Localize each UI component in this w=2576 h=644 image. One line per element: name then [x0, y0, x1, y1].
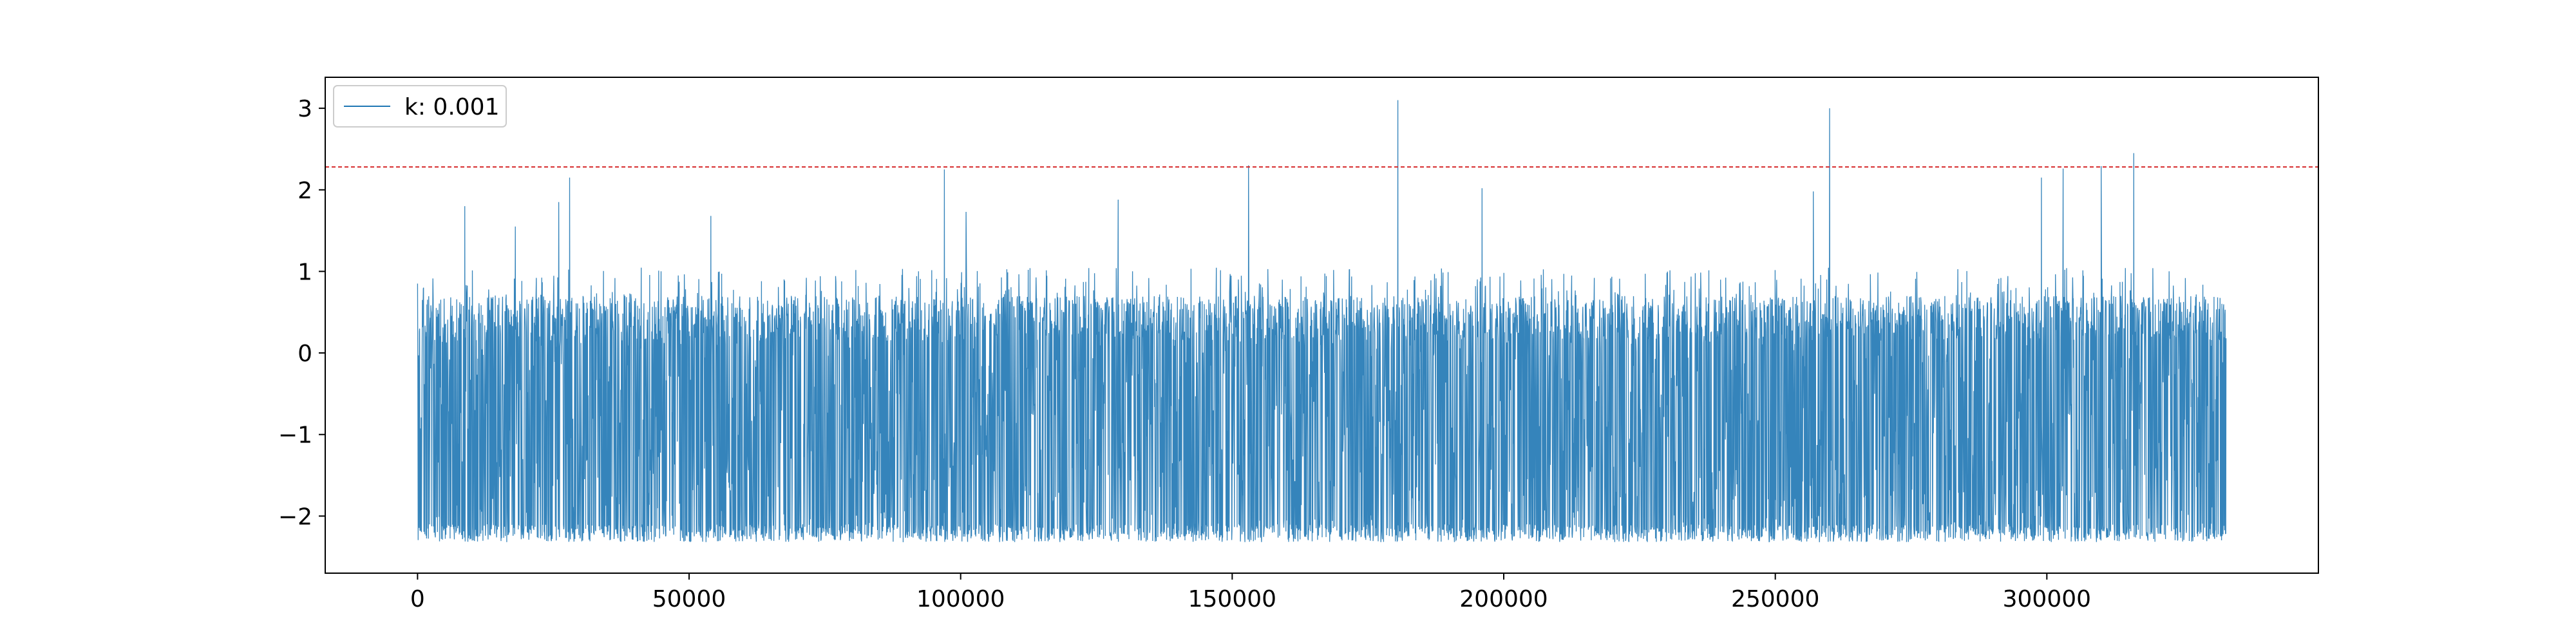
x-tick-label: 300000 [2003, 586, 2091, 612]
legend: k: 0.001 [333, 85, 507, 128]
x-tick-label: 250000 [1731, 586, 1819, 612]
x-tick-label: 50000 [652, 586, 726, 612]
series-layer [417, 100, 2227, 543]
y-axis: −2 −1 0 1 2 3 [278, 96, 325, 530]
series-line [417, 100, 2227, 543]
x-axis: 0 50000 100000 150000 200000 250000 300000 [410, 573, 2091, 612]
plot-frame [325, 77, 2319, 574]
y-tick-label: 2 [298, 178, 312, 204]
legend-label: k: 0.001 [404, 94, 499, 120]
legend-box [333, 85, 507, 128]
y-tick-label: 0 [298, 341, 312, 367]
y-tick-label: 3 [298, 96, 312, 122]
x-tick-label: 150000 [1188, 586, 1276, 612]
x-tick-label: 100000 [916, 586, 1005, 612]
y-tick-label: −1 [278, 422, 312, 449]
x-tick-label: 0 [410, 586, 425, 612]
y-tick-label: 1 [298, 259, 312, 285]
y-tick-label: −2 [278, 504, 312, 530]
x-tick-label: 200000 [1459, 586, 1548, 612]
